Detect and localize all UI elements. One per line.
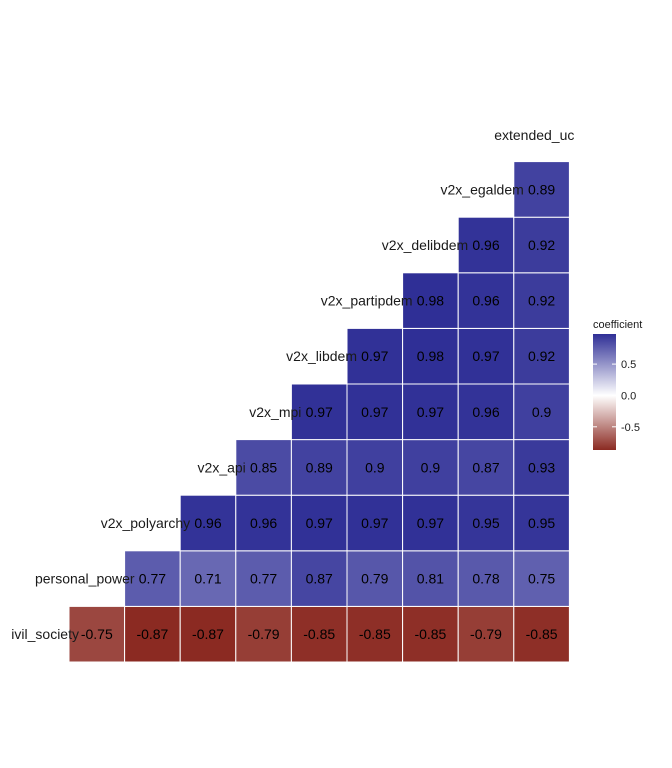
variable-label: v2x_delibdem	[382, 237, 468, 253]
heatmap-cell	[513, 494, 570, 552]
heatmap-cell-labels: -0.75 -0.87 -0.87 -0.79 -0.85 -0.85 -0.85 -0.79…	[81, 181, 558, 642]
variable-label: v2x_api	[198, 459, 246, 475]
heatmap-cell	[402, 605, 459, 663]
cell-value-label: 0.97	[472, 348, 499, 364]
cell-value-label: 0.87	[472, 459, 499, 475]
cell-value-label: 0.98	[417, 348, 444, 364]
cell-value-label: 0.96	[250, 515, 277, 531]
heatmap-cell	[457, 605, 515, 663]
cell-value-label: 0.77	[250, 571, 277, 587]
heatmap-cell	[346, 439, 404, 496]
legend-title: coefficient	[593, 319, 642, 331]
heatmap-cell	[513, 161, 570, 218]
variable-label: ivil_society	[11, 626, 79, 642]
heatmap-cell	[346, 494, 404, 552]
heatmap-cell	[290, 550, 348, 607]
cell-value-label: 0.98	[417, 293, 444, 309]
cell-value-label: 0.96	[472, 237, 499, 253]
variable-label: personal_power	[35, 571, 135, 587]
heatmap-cell	[235, 550, 292, 607]
heatmap-cell	[513, 550, 570, 607]
cell-value-label: 0.9	[421, 459, 441, 475]
cell-value-label: 0.81	[417, 571, 444, 587]
heatmap-cell	[290, 605, 348, 663]
cell-value-label: -0.75	[81, 626, 113, 642]
cell-value-label: 0.89	[528, 181, 555, 197]
cell-value-label: -0.85	[526, 626, 558, 642]
cell-value-label: -0.87	[136, 626, 168, 642]
cell-value-label: 0.79	[361, 571, 388, 587]
heatmap-cell	[235, 494, 292, 552]
heatmap-cell	[457, 327, 515, 385]
heatmap-cell	[513, 272, 570, 329]
legend-ticks: 0.5 0.0 -0.5	[593, 359, 640, 434]
legend-tick-label: 0.5	[621, 359, 636, 371]
cell-value-label: -0.87	[192, 626, 224, 642]
cell-value-label: -0.79	[470, 626, 502, 642]
cell-value-label: 0.97	[361, 348, 388, 364]
cell-value-label: 0.87	[306, 571, 333, 587]
heatmap-cell	[346, 605, 404, 663]
variable-label: extended_uc	[494, 127, 574, 143]
heatmap-cell	[402, 439, 459, 496]
heatmap-cell	[68, 605, 126, 663]
cell-value-label: -0.85	[359, 626, 391, 642]
cell-value-label: 0.92	[528, 237, 555, 253]
legend: coefficient 0.5 0.0 -0.5	[593, 319, 642, 450]
variable-label: v2x_polyarchy	[101, 515, 191, 531]
legend-tick-label: 0.0	[621, 390, 636, 402]
heatmap-cell	[290, 383, 348, 441]
cell-value-label: 0.97	[417, 404, 444, 420]
heatmap-cell	[290, 494, 348, 552]
cell-value-label: 0.95	[472, 515, 499, 531]
heatmap-cell	[179, 494, 237, 552]
cell-value-label: 0.96	[472, 293, 499, 309]
cell-value-label: -0.85	[414, 626, 446, 642]
cell-value-label: 0.9	[532, 404, 552, 420]
heatmap-cell	[402, 272, 459, 329]
heatmap-cell	[346, 327, 404, 385]
cell-value-label: 0.85	[250, 459, 277, 475]
variable-label: v2x_egaldem	[441, 181, 524, 197]
cell-value-label: -0.85	[303, 626, 335, 642]
cell-value-label: 0.97	[417, 515, 444, 531]
cell-value-label: 0.77	[139, 571, 166, 587]
cell-value-label: 0.93	[528, 459, 555, 475]
cell-value-label: 0.71	[194, 571, 221, 587]
cell-value-label: 0.97	[306, 404, 333, 420]
variable-labels: ivil_society personal_power v2x_polyarchy v…	[11, 127, 574, 642]
variable-label: v2x_libdem	[286, 348, 357, 364]
heatmap-cell	[457, 383, 515, 441]
cell-value-label: 0.89	[306, 459, 333, 475]
legend-colorbar	[593, 334, 616, 450]
cell-value-label: 0.78	[472, 571, 499, 587]
cell-value-label: 0.92	[528, 348, 555, 364]
cell-value-label: 0.97	[306, 515, 333, 531]
heatmap-cell	[457, 494, 515, 552]
cell-value-label: 0.97	[361, 515, 388, 531]
heatmap-cell	[457, 272, 515, 329]
cell-value-label: 0.96	[472, 404, 499, 420]
cell-value-label: 0.96	[194, 515, 221, 531]
cell-value-label: 0.95	[528, 515, 555, 531]
variable-label: v2x_partipdem	[321, 293, 413, 309]
cell-value-label: -0.79	[248, 626, 280, 642]
heatmap-cell	[124, 550, 181, 607]
heatmap-cell	[235, 439, 292, 496]
cell-value-label: 0.97	[361, 404, 388, 420]
heatmap-cell	[457, 216, 515, 274]
heatmap-cell	[457, 439, 515, 496]
cell-value-label: 0.9	[365, 459, 385, 475]
legend-tick-label: -0.5	[621, 422, 640, 434]
heatmap-cells	[68, 161, 570, 663]
heatmap-cell	[513, 383, 570, 441]
heatmap-cell	[513, 605, 570, 663]
heatmap-cell	[457, 550, 515, 607]
variable-label: v2x_mpi	[249, 404, 301, 420]
cell-value-label: 0.92	[528, 293, 555, 309]
heatmap-cell	[124, 605, 181, 663]
cell-value-label: 0.75	[528, 571, 555, 587]
heatmap-cell	[513, 439, 570, 496]
